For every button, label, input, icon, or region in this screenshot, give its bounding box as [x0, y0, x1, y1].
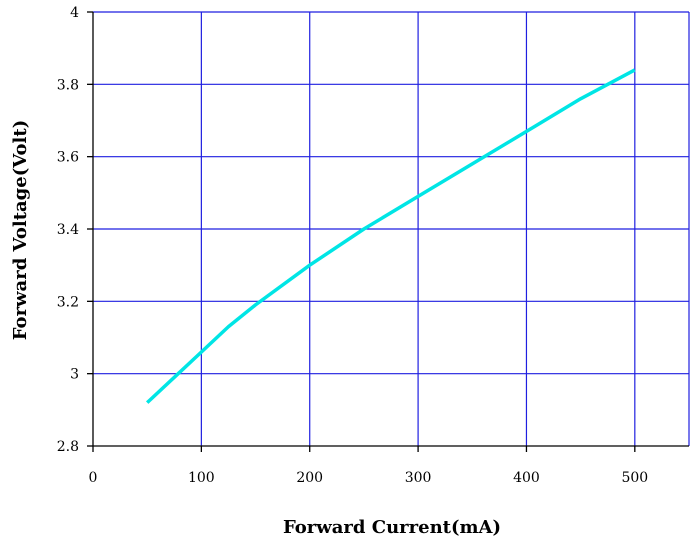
y-tick-label: 3.2	[57, 294, 79, 310]
x-axis-title: Forward Current(mA)	[283, 517, 501, 538]
series-layer	[146, 68, 636, 404]
grid-layer	[93, 11, 690, 446]
x-tick-label: 400	[513, 470, 540, 486]
x-tick-label: 0	[89, 470, 98, 486]
y-tick-label: 3.8	[57, 77, 79, 93]
series-line-forward-voltage	[146, 68, 636, 404]
x-tick-label: 300	[405, 470, 432, 486]
y-tick-label: 3.4	[57, 222, 79, 238]
y-tick-label: 4	[70, 5, 79, 21]
tick-label-layer: 2.8 3 3.2 3.4 3.6 3.8 4 0 100 200 300 400 500	[57, 5, 648, 486]
y-tick-label: 3.6	[57, 150, 79, 166]
y-tick-label: 3	[70, 367, 79, 383]
axis-layer	[87, 11, 689, 452]
x-tick-label: 100	[188, 470, 215, 486]
x-tick-label: 200	[296, 470, 323, 486]
y-axis-title: Forward Voltage(Volt)	[10, 120, 31, 340]
y-tick-label: 2.8	[57, 439, 79, 455]
x-tick-label: 500	[621, 470, 648, 486]
